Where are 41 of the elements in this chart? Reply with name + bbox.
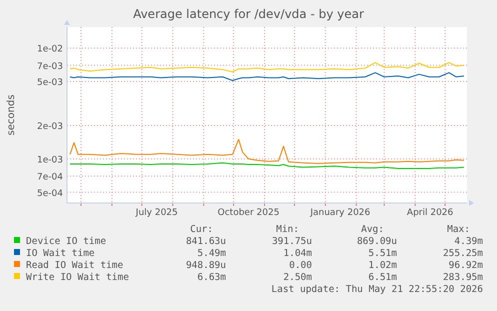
y-tick-label: 7e-04 [37,172,64,183]
text: Last update: Thu May 21 22:55:20 2026 [271,284,484,295]
text: 96.92m [448,260,484,271]
legend-label: IO Wait time [26,248,95,259]
y-tick-label: 7e-03 [37,62,63,72]
x-tick-label: April 2026 [406,208,454,218]
text: 5.51m [368,248,398,259]
legend-label: Read IO Wait time [26,260,124,271]
y-tick-label: 2e-03 [37,122,63,132]
x-tick-label: October 2025 [218,208,280,218]
line-series [69,62,465,72]
line-series [69,72,465,81]
text: Min: [276,224,299,235]
y-tick-label: 1e-03 [37,155,63,166]
text: 4.39m [454,236,484,247]
line-series [69,138,465,164]
y-axis-title: seconds [6,94,17,136]
text: 6.51m [368,272,398,283]
text: 283.95m [442,272,484,283]
y-tick-label: 5e-03 [37,78,63,88]
legend-label: Write IO Wait time [26,272,130,283]
legend-label: Device IO time [26,236,106,247]
x-tick-label: January 2026 [309,208,371,218]
text: Avg: [361,224,384,235]
text: 0.00 [289,260,312,271]
text: 5.49m [197,248,226,259]
text: 1.02m [368,260,398,271]
text: 841.63u [186,236,226,247]
y-tick-label: 1e-02 [37,44,63,55]
text: 255.25m [442,248,484,259]
text: 869.09u [356,236,397,247]
text: 391.75u [272,236,312,247]
text: 2.50m [283,272,312,283]
text: 948.89u [186,260,226,271]
text: 1.04m [283,248,312,259]
text: Max: [447,224,470,235]
text: Cur: [190,224,213,235]
chart-title: Average latency for /dev/vda - by year [133,7,364,21]
y-tick-label: 5e-04 [37,188,64,199]
text: 6.63m [197,272,226,283]
x-tick-label: July 2025 [134,208,178,218]
